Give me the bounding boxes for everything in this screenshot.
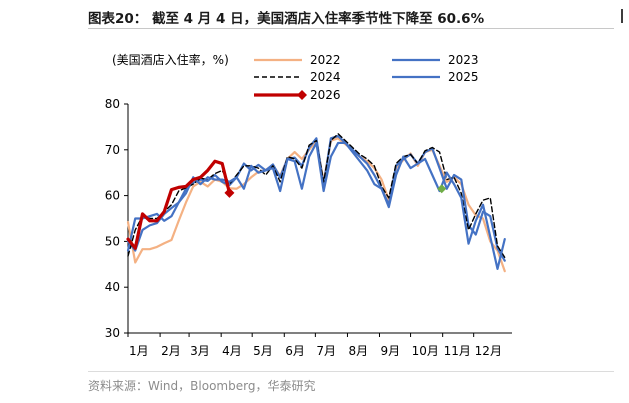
legend-label-2026: 2026 [310, 88, 341, 102]
x-tick-label: 6月 [285, 344, 305, 358]
series-line-2026 [126, 159, 232, 250]
x-tick-label: 2月 [161, 344, 181, 358]
x-tick-label: 3月 [190, 344, 210, 358]
series-2026-end-marker [224, 187, 235, 198]
chart-legend: 2022 2023 2024 2025 2026 [254, 53, 479, 102]
y-tick-label: 50 [105, 234, 120, 248]
x-tick-label: 5月 [253, 344, 273, 358]
x-tick-label: 1月 [129, 344, 149, 358]
series-line-2022 [126, 137, 506, 273]
x-tick-label: 8月 [348, 344, 368, 358]
title-rule [88, 28, 614, 29]
series-line-2023 [126, 134, 506, 262]
x-tick-label: 10月 [412, 344, 439, 358]
source-note: 资料来源：Wind，Bloomberg，华泰研究 [88, 379, 316, 393]
legend-label-2024: 2024 [310, 70, 341, 84]
adjacent-figure-edge [621, 9, 623, 23]
y-tick-label: 30 [105, 326, 120, 340]
legend-label-2025: 2025 [448, 70, 479, 84]
x-tick-label: 11月 [444, 344, 471, 358]
legend-label-2022: 2022 [310, 53, 341, 67]
chart-title: 图表20： 截至 4 月 4 日，美国酒店入住率季节性下降至 60.6% [88, 11, 485, 27]
x-tick-label: 7月 [316, 344, 336, 358]
y-tick-label: 80 [105, 97, 120, 111]
chart-axes: 30 40 50 60 70 80 1月 2月 3月 4月 5月 6月 7月 8月 9月 10月 11月 12月 [105, 97, 512, 358]
x-tick-label: 4月 [222, 344, 242, 358]
y-tick-label: 60 [105, 189, 120, 203]
source-rule [88, 371, 614, 372]
y-tick-label: 70 [105, 143, 120, 157]
y-axis-label: (美国酒店入住率，%) [112, 52, 229, 67]
series-line-2024 [127, 133, 506, 259]
y-tick-label: 40 [105, 280, 120, 294]
series-2025-point-marker [437, 184, 447, 194]
x-tick-label: 9月 [380, 344, 400, 358]
legend-marker-2026 [297, 90, 307, 100]
legend-label-2023: 2023 [448, 53, 479, 67]
x-tick-label: 12月 [475, 344, 502, 358]
chart-lines [126, 133, 506, 273]
